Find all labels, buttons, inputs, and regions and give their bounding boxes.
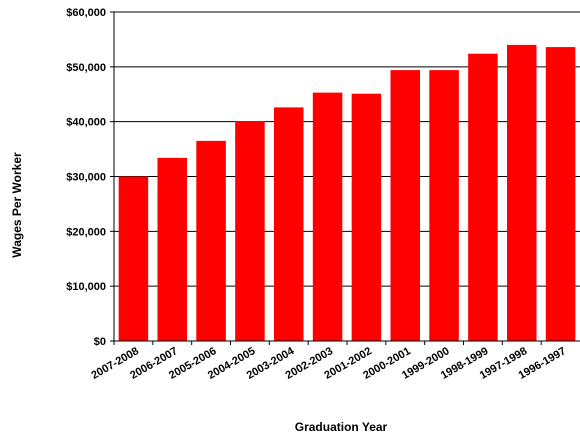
y-tick-label: $30,000 [66,172,106,184]
bar-2001-2002 [351,93,382,342]
y-tick-label: $0 [94,336,106,348]
bars [118,44,576,342]
bar-2000-2001 [390,70,421,341]
bar-1998-1999 [468,53,498,341]
y-tick-label: $40,000 [66,117,106,129]
y-tick-label: $60,000 [66,7,106,19]
y-tick-label: $10,000 [66,281,106,293]
y-tick-label: $20,000 [66,226,106,238]
bar-2004-2005 [235,121,265,341]
gridlines [114,11,580,287]
x-axis-title: Graduation Year [295,420,388,434]
bar-2003-2004 [273,107,304,341]
x-tick-labels: 2007-20082006-20072005-20062004-20052003… [89,341,568,382]
bar-1999-2000 [429,70,459,341]
bar-2002-2003 [312,92,343,341]
bar-1996-1997 [545,47,576,342]
y-tick-labels: $0 $10,000 $20,000 $30,000 $40,000 $50,000 $60… [66,7,114,348]
bar-1997-1998 [506,44,537,342]
bar-2006-2007 [157,157,188,341]
y-tick-label: $50,000 [66,62,106,74]
bar-2005-2006 [196,140,226,341]
y-axis-title: Wages Per Worker [10,152,24,258]
bar-2007-2008 [118,176,149,341]
